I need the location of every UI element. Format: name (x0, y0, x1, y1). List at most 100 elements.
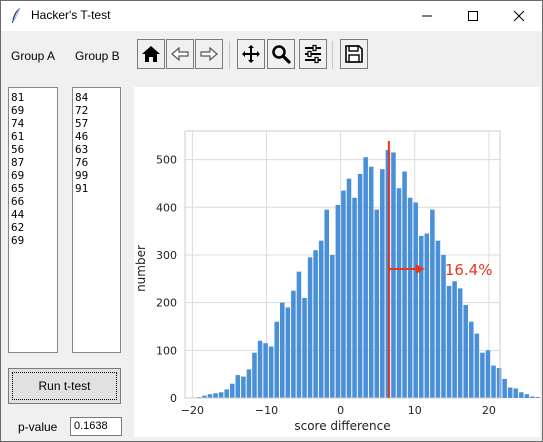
forward-button[interactable] (195, 39, 223, 69)
histogram-bar (218, 392, 224, 398)
histogram-bar (446, 285, 452, 398)
y-tick-label: 100 (156, 344, 177, 357)
pan-button[interactable] (237, 39, 265, 69)
histogram-bar (224, 389, 229, 398)
histogram-bar (474, 333, 480, 398)
histogram-bar (496, 367, 502, 398)
back-button[interactable] (166, 39, 194, 69)
feather-icon (12, 7, 21, 23)
y-tick-label: 400 (156, 201, 177, 214)
histogram-bar (241, 376, 246, 398)
group-a-value: 61 (11, 130, 25, 143)
group-a-value: 69 (11, 234, 25, 247)
x-tick-label: 10 (408, 404, 422, 417)
close-icon (513, 10, 525, 22)
zoom-button[interactable] (267, 39, 295, 69)
save-button[interactable] (340, 39, 368, 69)
histogram-bar (335, 204, 341, 398)
group-b-value: 99 (75, 169, 89, 182)
histogram-bar (280, 302, 285, 398)
group-a-value: 66 (11, 195, 25, 208)
x-tick-label: 20 (482, 404, 496, 417)
run-t-test-label: Run t-test (38, 379, 91, 393)
histogram-bar (357, 173, 363, 398)
x-tick-label: 0 (337, 404, 344, 417)
x-axis-label: score difference (294, 419, 390, 433)
marker-arrow-head (415, 264, 425, 274)
histogram-bar (296, 271, 302, 398)
histogram-bar (530, 396, 535, 398)
group-a-value: 81 (11, 91, 25, 104)
close-button[interactable] (496, 1, 542, 31)
home-button[interactable] (137, 39, 165, 69)
group-a-value: 87 (11, 156, 25, 169)
histogram-bar (368, 166, 374, 398)
group-a-value: 62 (11, 221, 25, 234)
histogram-bar (457, 288, 463, 398)
histogram-bar (324, 209, 330, 398)
plot-frame (184, 130, 501, 399)
p-value-field[interactable]: 0.1638 (70, 417, 122, 436)
group-b-textarea[interactable]: 84 72 57 46 63 76 99 91 (72, 87, 121, 353)
plot-canvas[interactable]: 0 100 200 300 400 500 −20 −10 0 10 20 score differe… (134, 87, 541, 437)
histogram-bar (513, 388, 519, 398)
histogram-bar (435, 240, 441, 398)
histogram-bar (257, 340, 263, 398)
histogram-bar (291, 290, 296, 398)
zoom-icon (272, 45, 291, 64)
home-icon (142, 46, 160, 62)
histogram-bar (330, 254, 335, 398)
histogram-bar (363, 157, 368, 398)
pan-icon (242, 45, 260, 63)
histogram-bar (374, 209, 380, 398)
histogram-bar (424, 233, 430, 398)
x-tick-label: −20 (181, 404, 204, 417)
histogram-bar (207, 394, 213, 398)
histogram-chart: 0 100 200 300 400 500 −20 −10 0 10 20 score differe… (134, 130, 541, 433)
group-a-label: Group A (11, 49, 56, 63)
y-axis-label: number (134, 245, 148, 292)
histogram-bar (391, 152, 396, 398)
group-b-label: Group B (75, 49, 120, 63)
toolbar-separator (229, 41, 230, 69)
histogram-bar (507, 387, 513, 398)
histogram-bar (263, 343, 268, 398)
group-b-value: 84 (75, 91, 89, 104)
histogram-bar (268, 346, 274, 398)
histogram-bar (318, 240, 324, 398)
maximize-button[interactable] (450, 1, 496, 31)
group-a-value: 69 (11, 169, 25, 182)
configure-subplots-button[interactable] (299, 39, 327, 69)
title-bar: Hacker's T-test (1, 1, 542, 31)
group-a-value: 74 (11, 117, 25, 130)
histogram-bar (285, 307, 291, 398)
histogram-bar (341, 190, 346, 398)
histogram-bar (485, 350, 491, 398)
focus-outline (12, 372, 117, 400)
histogram-bar (524, 394, 530, 398)
histogram-bar (346, 178, 352, 398)
group-a-textarea[interactable]: 81 69 74 61 56 87 69 65 66 44 62 69 (8, 87, 58, 353)
histogram-bar (441, 254, 446, 398)
minimize-icon (422, 15, 432, 17)
histogram-bar (480, 352, 485, 398)
window-title: Hacker's T-test (31, 8, 111, 22)
histogram-bar (519, 392, 524, 398)
histogram-bar (430, 209, 435, 398)
histogram-bar (235, 375, 241, 398)
histogram-bar (402, 171, 407, 398)
histogram-bar (452, 281, 457, 398)
histogram-bar (380, 169, 385, 398)
x-tick-label: −10 (255, 404, 278, 417)
histogram-bar (313, 250, 318, 398)
forward-icon (200, 46, 218, 62)
group-b-value: 76 (75, 156, 89, 169)
run-t-test-button[interactable]: Run t-test (8, 368, 121, 404)
histogram-bar (469, 321, 474, 398)
toolbar-separator (332, 41, 333, 69)
p-value-label: p-value (18, 420, 58, 434)
minimize-button[interactable] (404, 1, 450, 31)
group-a-value: 69 (11, 104, 25, 117)
histogram-bar (502, 378, 507, 398)
